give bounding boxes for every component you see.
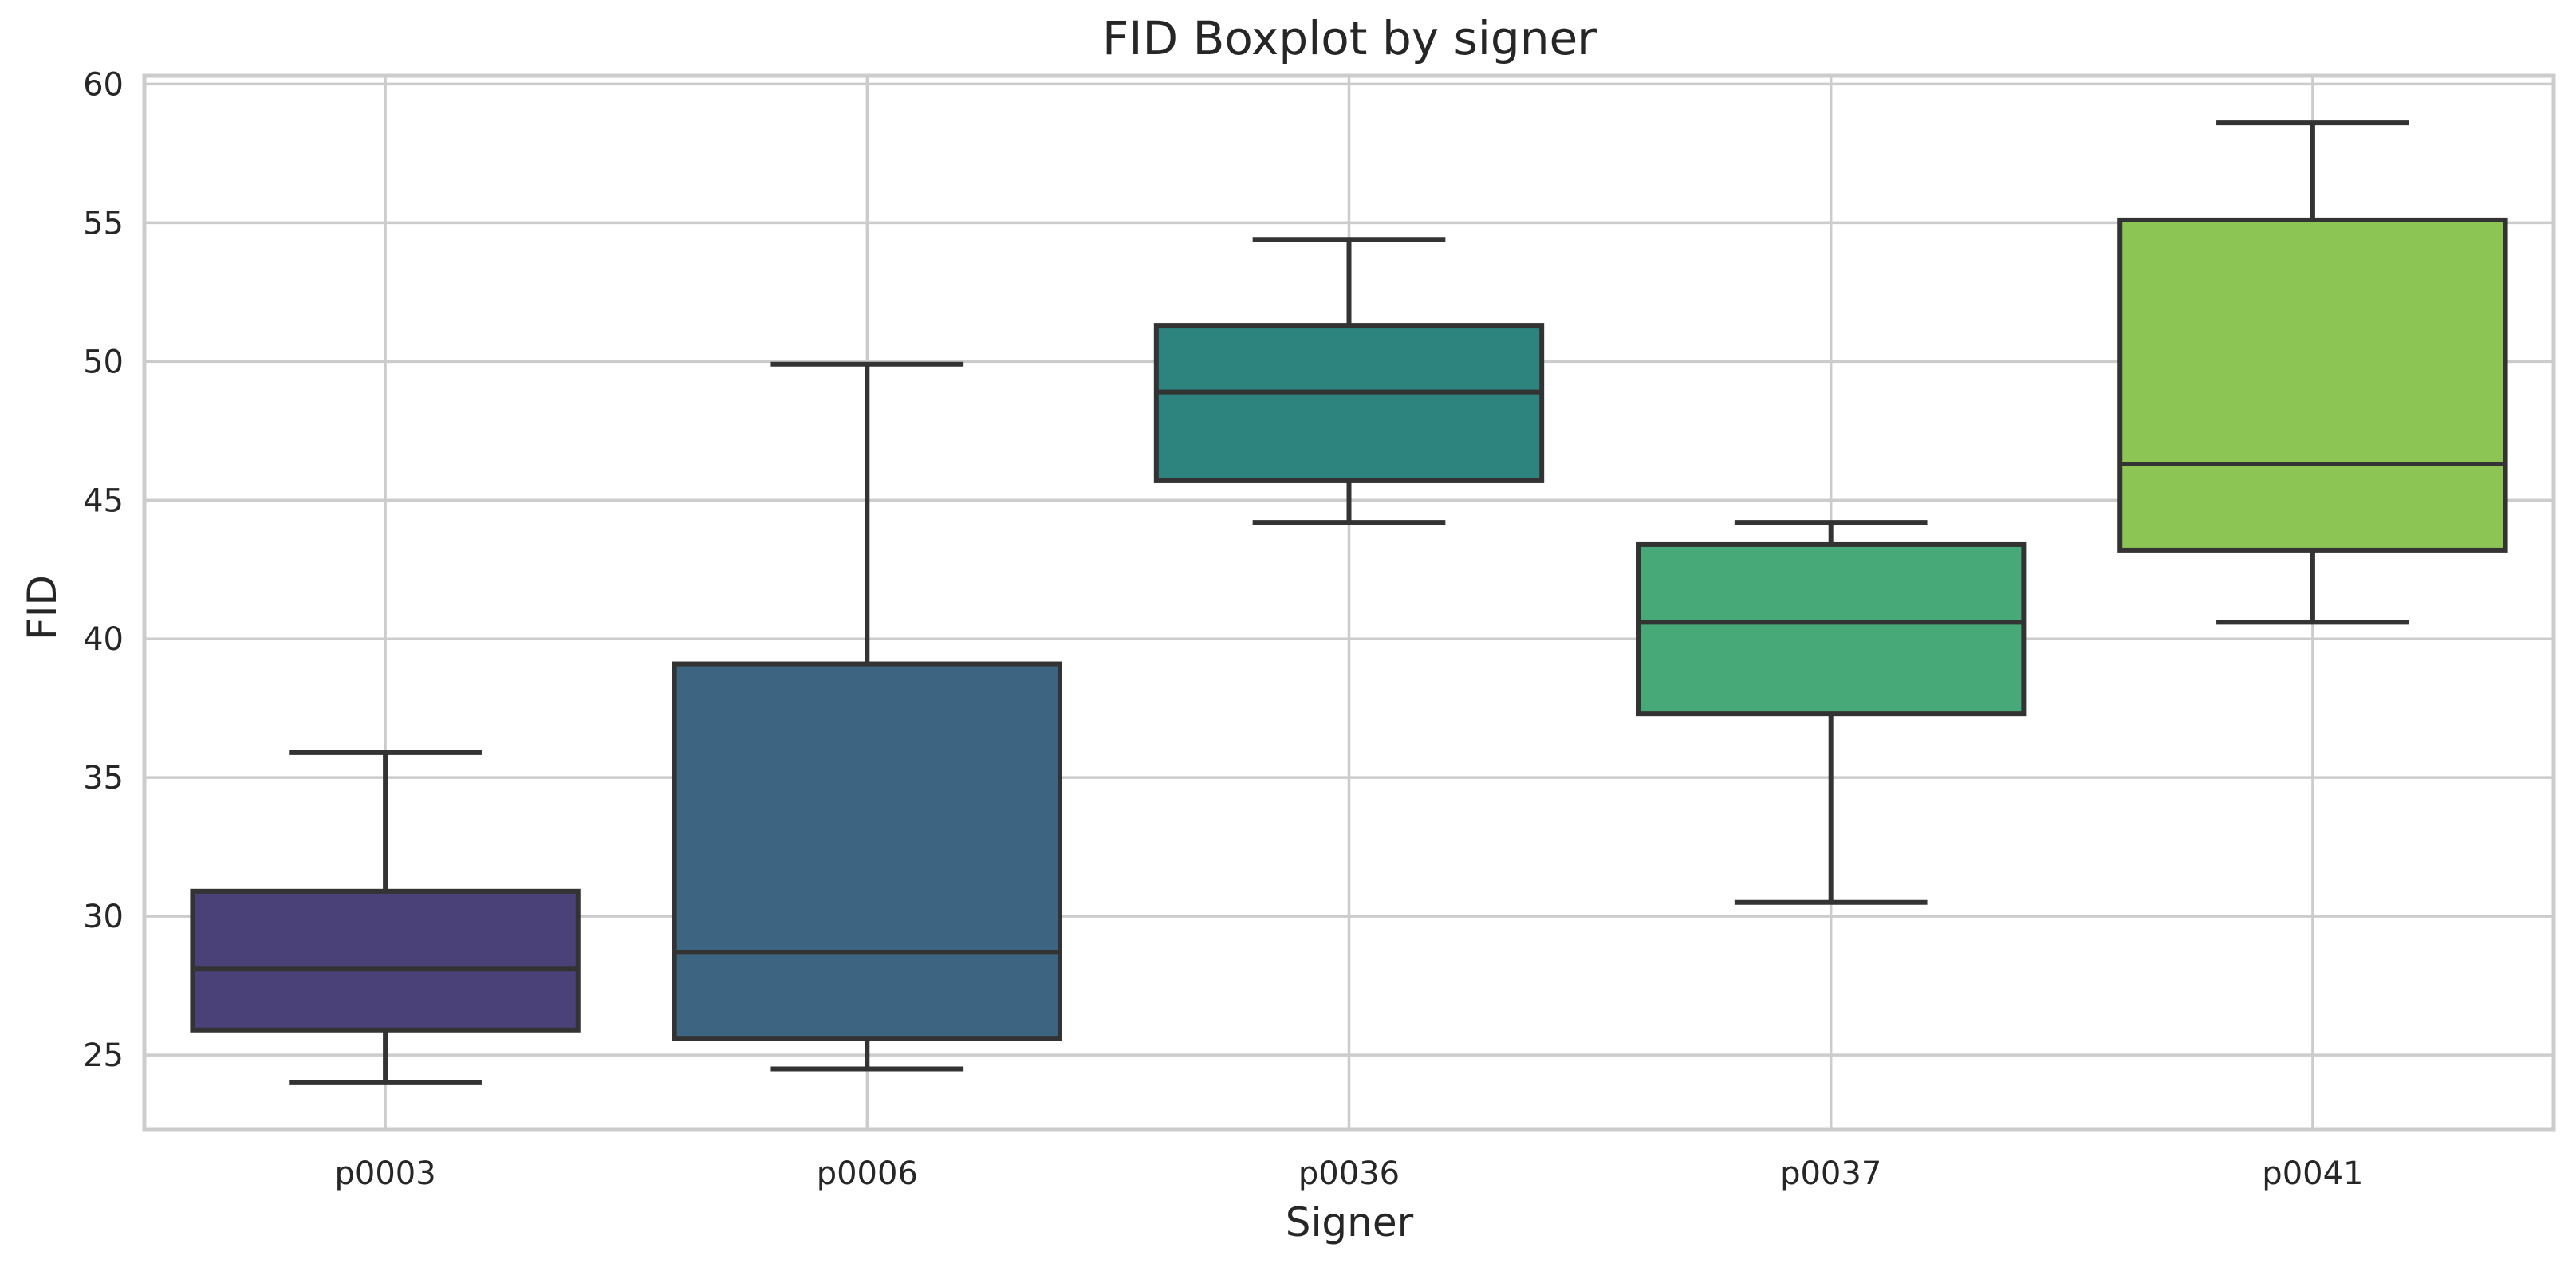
box-p0036 (1153, 237, 1545, 525)
iqr-box (1636, 541, 2027, 717)
box-p0037 (1636, 520, 2027, 905)
y-tick-label: 40 (83, 621, 124, 658)
y-tick-label: 55 (83, 205, 124, 242)
box-p0041 (2117, 120, 2508, 625)
box-p0006 (672, 361, 1062, 1072)
x-tick-label: p0036 (1298, 1155, 1400, 1192)
y-axis-label: FID (19, 575, 65, 640)
x-axis-label: Signer (1286, 1199, 1414, 1245)
iqr-box (1153, 323, 1545, 483)
iqr-box (672, 661, 1062, 1041)
y-tick-label: 60 (83, 66, 124, 103)
x-tick-label: p0041 (2262, 1155, 2363, 1192)
x-tick-label: p0037 (1780, 1155, 1881, 1192)
tick-layer: 25 30 35 40 45 50 55 60 p0003 p0006 p0036 p0037 p004… (83, 66, 2363, 1192)
y-tick-label: 35 (83, 760, 124, 797)
y-tick-label: 30 (83, 899, 124, 935)
iqr-box (190, 888, 581, 1033)
y-tick-label: 25 (83, 1037, 124, 1074)
y-tick-label: 50 (83, 344, 124, 380)
box-layer (190, 120, 2508, 1085)
x-tick-label: p0006 (817, 1155, 918, 1192)
x-tick-label: p0003 (335, 1155, 436, 1192)
y-tick-label: 45 (83, 482, 124, 519)
plot-frame (142, 73, 2556, 1132)
iqr-box (2117, 217, 2508, 553)
chart-title: FID Boxplot by signer (1102, 11, 1597, 65)
box-p0003 (190, 750, 581, 1085)
